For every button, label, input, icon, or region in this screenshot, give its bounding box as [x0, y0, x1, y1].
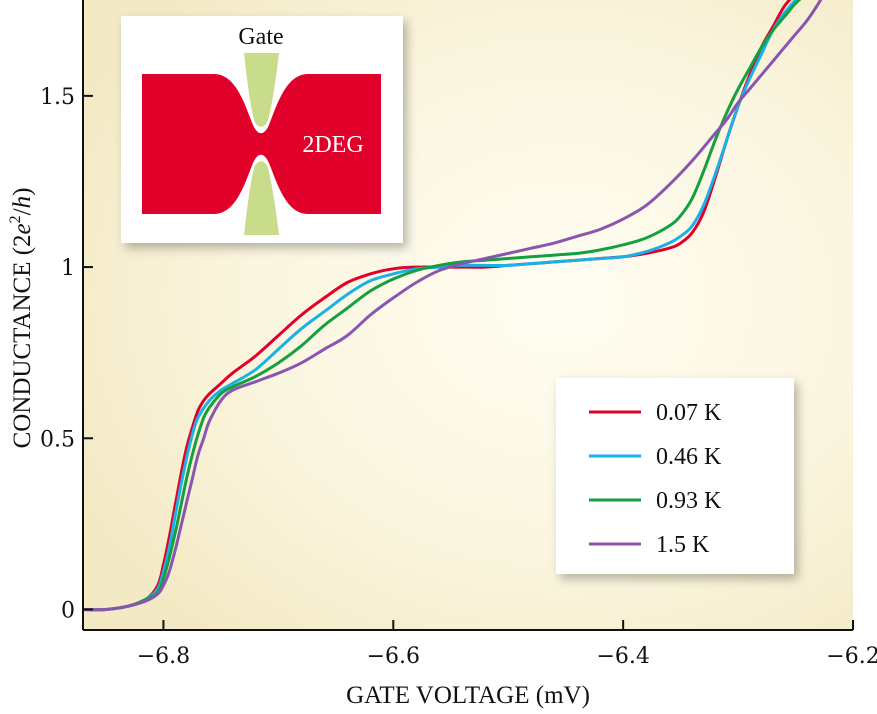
x-tick-label: −6.6: [367, 644, 420, 669]
y-tick-label: 0.5: [40, 427, 75, 452]
legend-label-0: 0.07 K: [656, 400, 722, 426]
y-axis-title-e: e: [9, 223, 36, 234]
y-tick-label: 0: [61, 598, 75, 623]
inset-gate-bottom: [244, 161, 279, 235]
x-tick-label: −6.4: [596, 644, 649, 669]
series-line-0: [83, 0, 792, 612]
x-tick-label: −6.8: [137, 644, 190, 669]
legend-items: 0.07 K 0.46 K 0.93 K 1.5 K: [589, 400, 722, 558]
y-axis-title-sup: 2: [7, 215, 24, 223]
y-axis-title-slash: /: [9, 208, 36, 215]
y-axis-title-h: h: [9, 196, 36, 209]
y-axis-title: CONDUCTANCE (2e2/h): [7, 188, 36, 449]
inset-2deg-label: 2DEG: [302, 132, 363, 158]
legend: 0.07 K 0.46 K 0.93 K 1.5 K: [556, 378, 794, 574]
legend-label-1: 0.46 K: [656, 444, 722, 470]
legend-label-2: 0.93 K: [656, 488, 722, 514]
y-axis-title-close: ): [9, 188, 36, 196]
series-line-2: [83, 0, 802, 612]
y-tick-label: 1: [61, 256, 75, 281]
legend-label-3: 1.5 K: [656, 532, 710, 558]
inset-gate-label: Gate: [238, 24, 283, 50]
series-layer: [83, 0, 823, 612]
x-axis-title: GATE VOLTAGE (mV): [346, 682, 590, 709]
inset-diagram: Gate 2DEG: [121, 16, 403, 243]
y-axis-title-main: CONDUCTANCE (2: [9, 234, 36, 448]
x-tick-label: −6.2: [826, 644, 877, 669]
series-line-3: [83, 0, 823, 612]
inset-2deg-channel: [142, 74, 381, 214]
y-ticks: 0 0.5 1 1.5: [40, 85, 93, 623]
y-tick-label: 1.5: [40, 85, 75, 110]
x-ticks: −6.8 −6.6 −6.4 −6.2: [137, 620, 877, 669]
inset-gate-top: [244, 53, 279, 127]
